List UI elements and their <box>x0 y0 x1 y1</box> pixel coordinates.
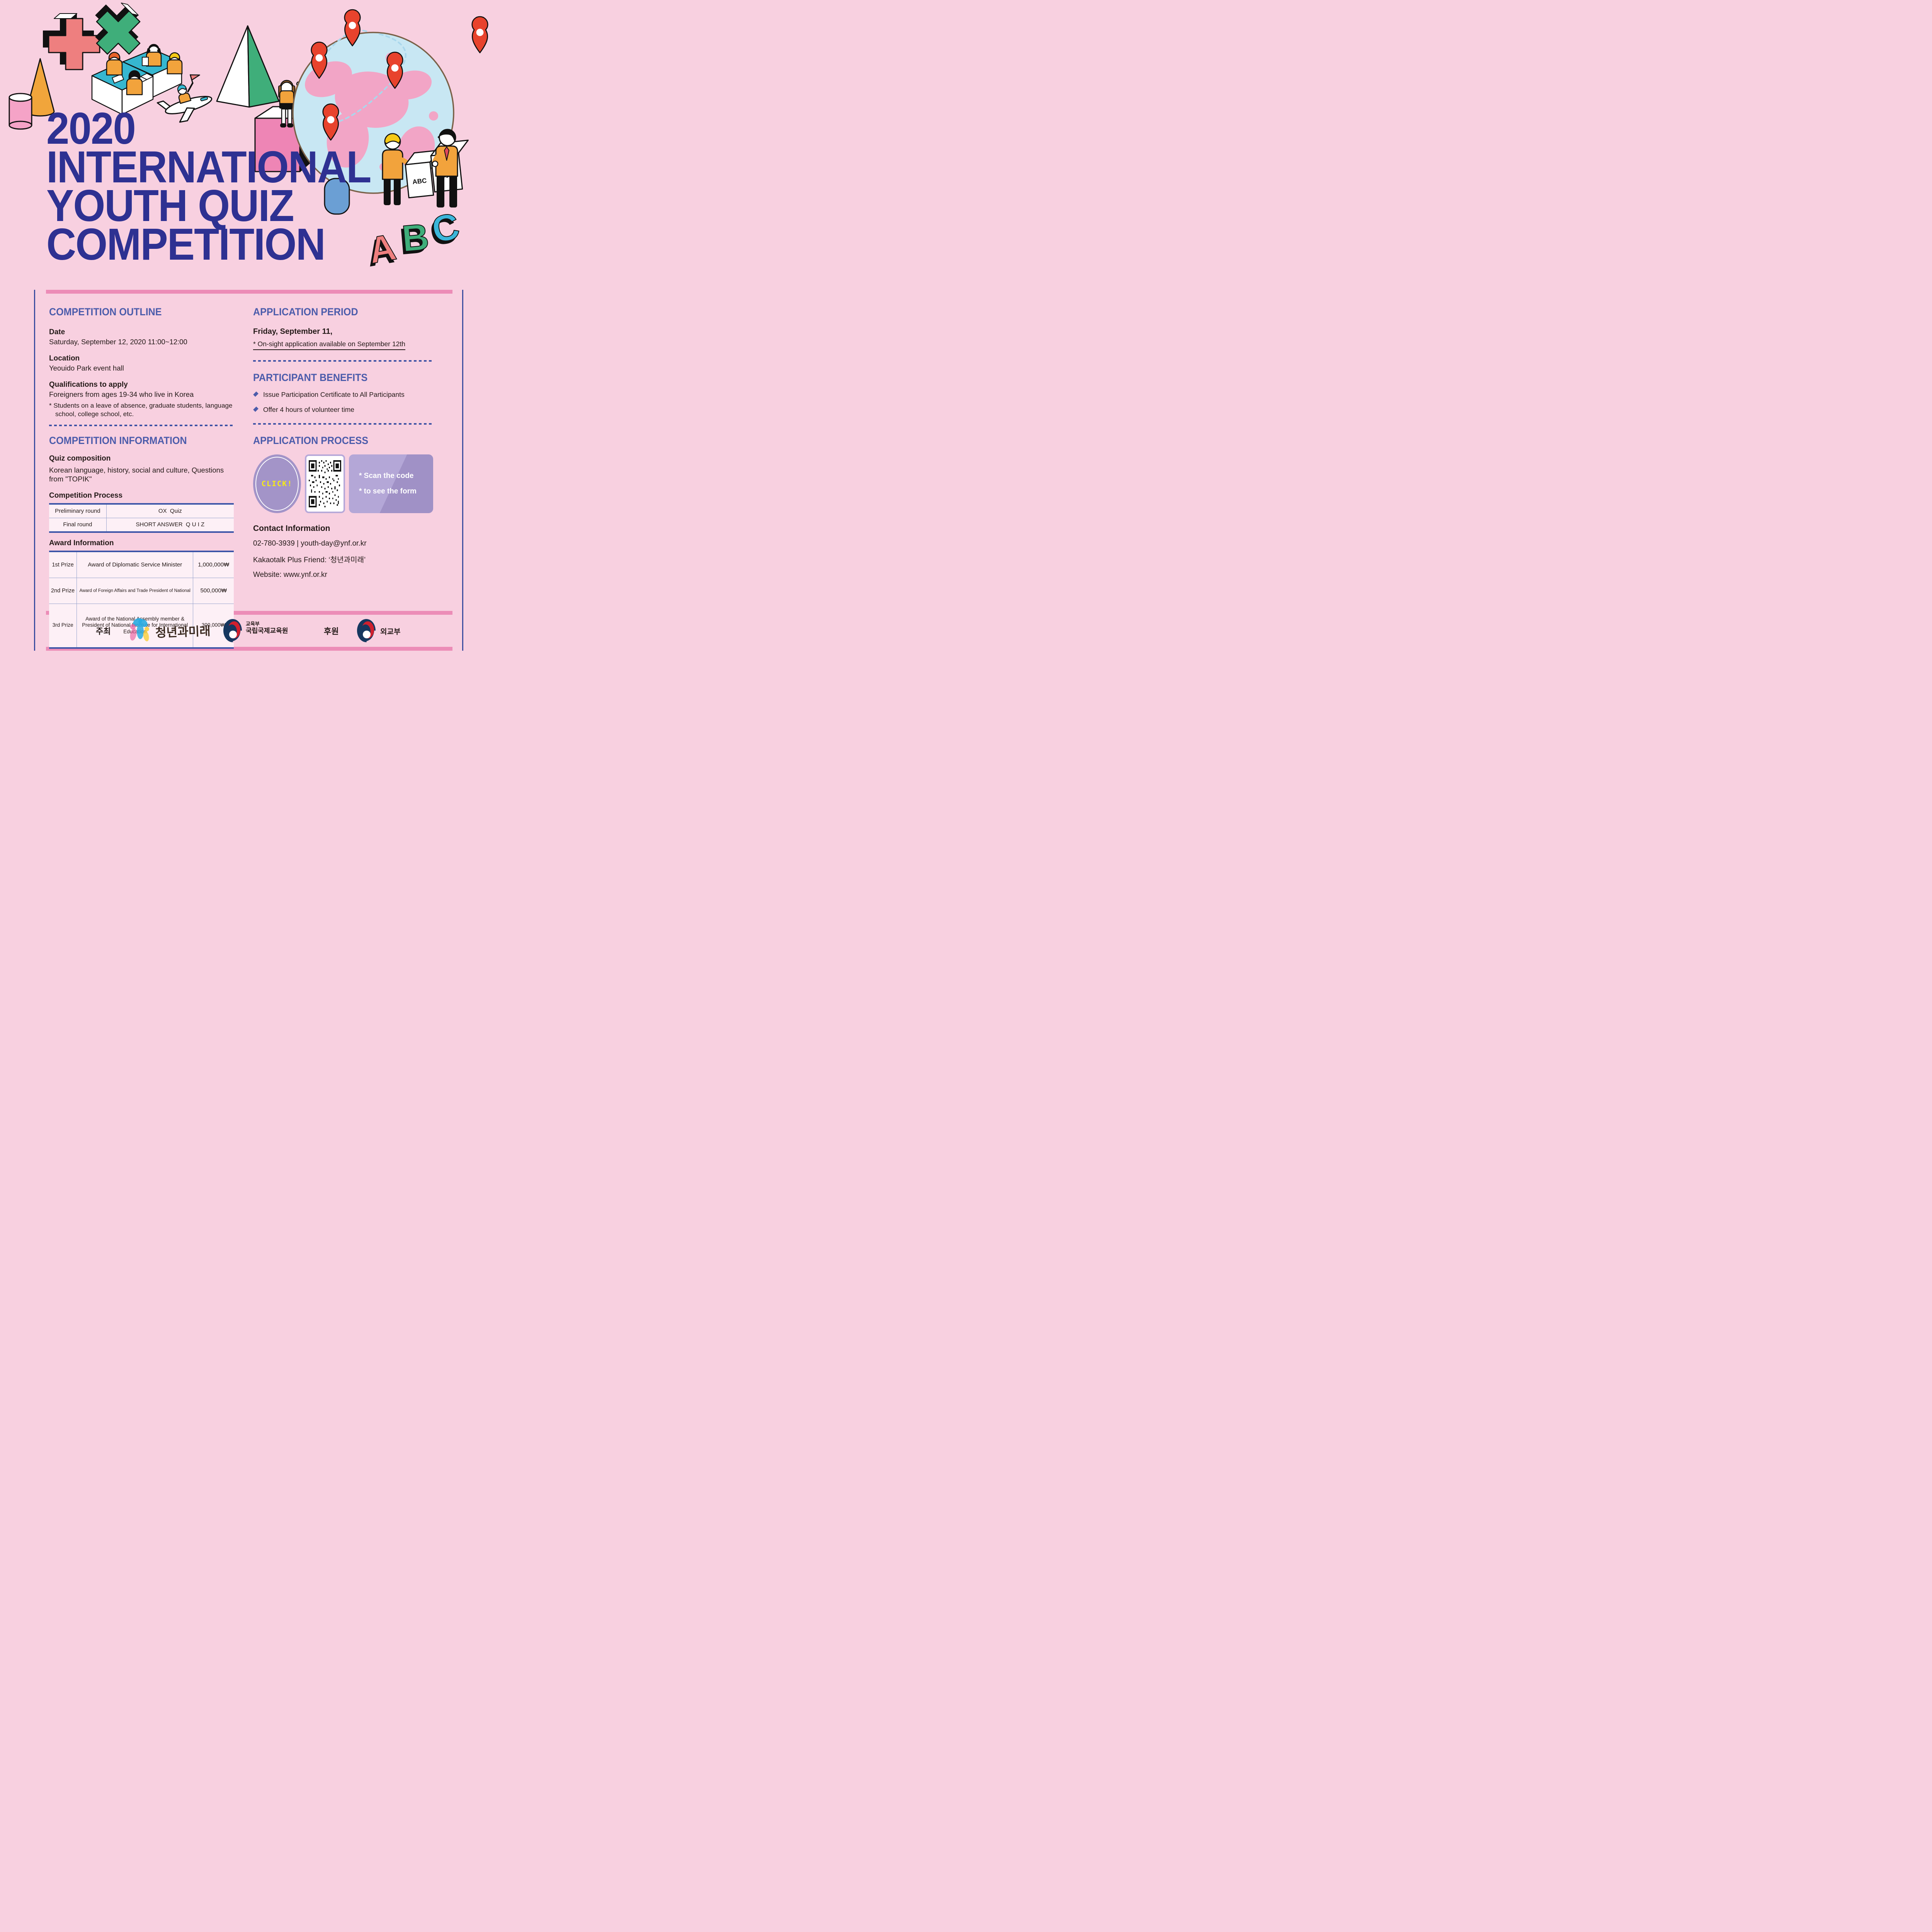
benefit-text: Offer 4 hours of volunteer time <box>263 406 355 413</box>
scan-instruction-box: * Scan the code * to see the form <box>349 454 433 513</box>
right-border-line <box>462 290 463 651</box>
dashed-divider <box>49 425 234 426</box>
footer: 주최 청년과미래 교육부 국립국제교육원 후원 외교부 <box>0 617 491 645</box>
scan-instruction-line: * to see the form <box>359 487 417 495</box>
moe-taegeuk-icon <box>223 619 243 643</box>
qualifications-value: Foreigners from ages 19-34 who live in K… <box>49 390 194 398</box>
middle-accent-bar <box>46 611 452 615</box>
moe-institute: 국립국제교육원 <box>246 627 288 634</box>
click-button-label: CLICK! <box>261 480 293 488</box>
date-value: Saturday, September 12, 2020 11:00~12:00 <box>49 338 187 346</box>
table-row: Preliminary round OX Quiz <box>49 503 234 518</box>
amount-cell: 1,000,000₩ <box>193 551 234 578</box>
moe-ministry: 교육부 <box>246 621 260 627</box>
svg-text:B: B <box>400 216 430 260</box>
quiz-composition-value: Korean language, history, social and cul… <box>49 466 224 483</box>
pyramid-shape <box>216 25 280 108</box>
title-line: 2020 <box>46 103 136 153</box>
contact-information-heading: Contact Information <box>253 524 330 533</box>
contact-website: Website: www.ynf.or.kr <box>253 571 327 579</box>
round-cell: Preliminary round <box>49 503 107 518</box>
award-information-table: 1st Prize Award of Diplomatic Service Mi… <box>49 550 234 649</box>
location-value: Yeouido Park event hall <box>49 364 124 372</box>
prize-cell: 2nd Prize <box>49 577 77 604</box>
application-process-row: CLICK! * Scan the code * to see the form <box>253 454 433 513</box>
bottom-accent-bar <box>46 647 452 651</box>
application-period-note: * On-sight application available on Sept… <box>253 340 405 350</box>
youth-future-flower-icon <box>130 618 149 641</box>
plus-shape <box>43 13 100 70</box>
format-cell: OX Quiz <box>106 503 234 518</box>
sponsor-org-name: 외교부 <box>380 628 401 636</box>
x-shape <box>95 2 141 55</box>
qr-code-icon <box>309 460 341 507</box>
header-illustration: ABC 語 A A B B <box>9 2 488 275</box>
prize-cell: 1st Prize <box>49 551 77 578</box>
sponsor-label: 후원 <box>324 627 339 636</box>
format-cell: SHORT ANSWER Q U I Z <box>106 517 234 532</box>
amount-cell: 500,000₩ <box>193 577 234 604</box>
poster: { "title": { "lines": ["2020", "INTERNAT… <box>0 0 491 685</box>
top-accent-bar <box>46 290 452 294</box>
competition-process-table: Preliminary round OX Quiz Final round SH… <box>49 503 234 533</box>
right-column: APPLICATION PERIOD Friday, September 11,… <box>253 306 433 579</box>
qualifications-label: Qualifications to apply <box>49 380 128 389</box>
benefit-item: Issue Participation Certificate to All P… <box>253 391 433 399</box>
award-cell: Award of Diplomatic Service Minister <box>77 551 194 578</box>
quiz-composition-label: Quiz composition <box>49 454 111 463</box>
study-table-illustration <box>91 44 183 115</box>
left-column: COMPETITION OUTLINE Date Saturday, Septe… <box>49 306 234 649</box>
competition-outline-heading: COMPETITION OUTLINE <box>49 306 162 318</box>
competition-process-label: Competition Process <box>49 491 123 500</box>
award-cell: Award of Foreign Affairs and Trade Presi… <box>77 577 194 604</box>
qualifications-note: * Students on a leave of absence, gradua… <box>49 401 233 418</box>
mofa-taegeuk-icon <box>357 619 376 643</box>
award-information-label: Award Information <box>49 539 114 547</box>
application-period-date: Friday, September 11, <box>253 327 333 336</box>
location-pin-icon <box>311 9 488 141</box>
title-line: COMPETITION <box>46 219 326 269</box>
round-cell: Final round <box>49 517 107 532</box>
cylinder-shape <box>9 93 32 130</box>
svg-text:B: B <box>398 219 428 263</box>
diamond-bullet-icon <box>253 406 259 412</box>
location-label: Location <box>49 354 80 362</box>
diamond-bullet-icon <box>253 391 259 397</box>
table-row: 1st Prize Award of Diplomatic Service Mi… <box>49 551 234 578</box>
abc-letters: A A B B C C <box>363 205 463 275</box>
application-process-heading: APPLICATION PROCESS <box>253 435 369 446</box>
scan-instruction-line: * Scan the code <box>359 472 414 480</box>
box-label-abc: ABC <box>412 177 427 186</box>
title-line: YOUTH QUIZ <box>46 180 294 231</box>
benefit-item: Offer 4 hours of volunteer time <box>253 406 433 414</box>
contact-phone-email: 02-780-3939 | youth-day@ynf.or.kr <box>253 539 367 548</box>
table-row: 2nd Prize Award of Foreign Affairs and T… <box>49 577 234 604</box>
participant-benefits-heading: PARTICIPANT BENEFITS <box>253 372 368 383</box>
left-border-line <box>34 290 35 651</box>
svg-text:A: A <box>366 226 399 271</box>
host-org-name: 청년과미래 <box>155 624 211 640</box>
dashed-divider <box>253 423 433 425</box>
title-line: INTERNATIONAL <box>46 141 371 192</box>
date-label: Date <box>49 328 65 336</box>
click-button[interactable]: CLICK! <box>253 454 301 513</box>
box-carriers-illustration: ABC 語 <box>382 129 469 207</box>
contact-kakaotalk: Kakaotalk Plus Friend: ‘청년과미래’ <box>253 556 366 564</box>
competition-information-heading: COMPETITION INFORMATION <box>49 435 187 446</box>
table-row: Final round SHORT ANSWER Q U I Z <box>49 517 234 532</box>
girl-on-box-illustration <box>254 80 318 172</box>
airplane-illustration <box>156 74 213 123</box>
moe-text: 교육부 국립국제교육원 <box>246 621 288 634</box>
prize-cell: 3rd Prize <box>49 603 77 648</box>
dashed-divider <box>253 360 433 362</box>
host-label: 주최 <box>96 627 111 636</box>
poster-title: 2020 INTERNATIONAL YOUTH QUIZ COMPETITIO… <box>46 103 371 269</box>
benefit-text: Issue Participation Certificate to All P… <box>263 391 405 398</box>
qr-code[interactable] <box>305 454 345 513</box>
application-period-heading: APPLICATION PERIOD <box>253 306 358 318</box>
